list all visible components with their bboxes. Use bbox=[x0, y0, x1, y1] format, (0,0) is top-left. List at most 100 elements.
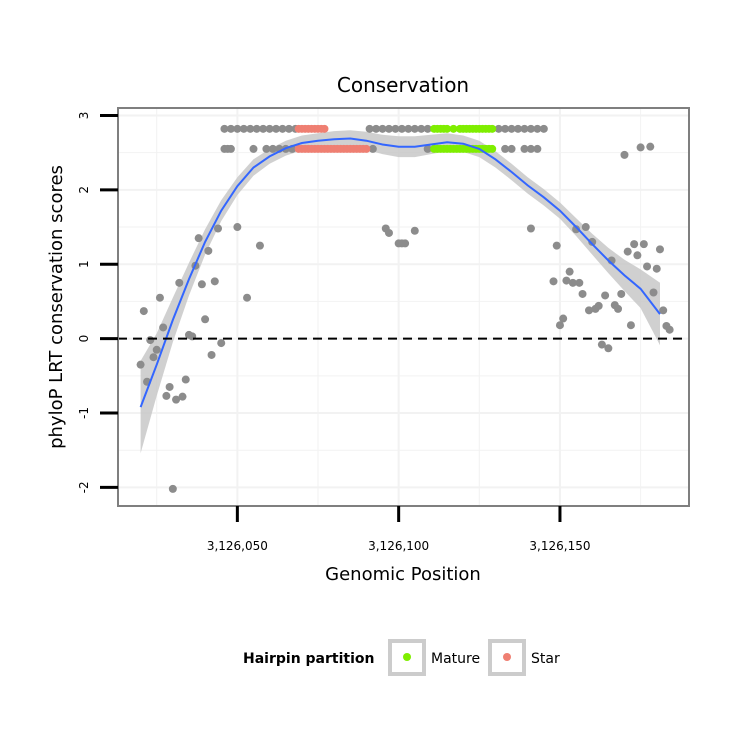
data-point-other bbox=[639, 240, 648, 249]
data-point-other bbox=[575, 278, 584, 287]
y-tick-label: 0 bbox=[77, 335, 91, 343]
grid-lines bbox=[118, 108, 689, 506]
data-point-other bbox=[659, 306, 668, 315]
data-point-other bbox=[630, 240, 639, 249]
data-point-other bbox=[220, 124, 229, 133]
data-point-other bbox=[404, 124, 413, 133]
data-point-other bbox=[384, 228, 393, 237]
data-point-other bbox=[526, 224, 535, 233]
y-tick-label: 1 bbox=[77, 260, 91, 268]
data-point-other bbox=[226, 144, 235, 153]
y-tick-label: -2 bbox=[77, 481, 91, 493]
data-point-other bbox=[204, 246, 213, 255]
data-point-other bbox=[549, 277, 558, 286]
data-point-other bbox=[655, 245, 664, 254]
data-point-other bbox=[372, 124, 381, 133]
legend-swatch-star bbox=[503, 653, 511, 661]
data-point-other bbox=[243, 293, 252, 302]
x-axis-title: Genomic Position bbox=[325, 564, 481, 585]
data-point-other bbox=[568, 278, 577, 287]
data-point-other bbox=[539, 124, 548, 133]
data-point-other bbox=[626, 321, 635, 330]
data-point-other bbox=[268, 144, 277, 153]
y-axis-title: phyloP LRT conservation scores bbox=[46, 165, 67, 449]
data-point-other bbox=[226, 124, 235, 133]
data-point-mature bbox=[449, 124, 458, 133]
data-point-other bbox=[410, 124, 419, 133]
data-point-other bbox=[507, 124, 516, 133]
data-point-other bbox=[562, 276, 571, 285]
y-tick-label: 3 bbox=[77, 112, 91, 120]
data-point-other bbox=[578, 289, 587, 298]
data-point-mature bbox=[443, 124, 452, 133]
data-point-other bbox=[643, 262, 652, 271]
data-point-other bbox=[520, 144, 529, 153]
data-point-other bbox=[272, 124, 281, 133]
data-point-other bbox=[636, 143, 645, 152]
data-point-other bbox=[384, 124, 393, 133]
panel-border bbox=[117, 107, 690, 507]
data-point-other bbox=[155, 293, 164, 302]
data-point-other bbox=[168, 484, 177, 493]
data-point-other bbox=[555, 321, 564, 330]
data-point-star bbox=[362, 144, 371, 153]
data-point-other bbox=[401, 239, 410, 248]
data-point-other bbox=[259, 124, 268, 133]
data-point-other bbox=[594, 301, 603, 310]
data-point-other bbox=[614, 304, 623, 313]
data-point-other bbox=[239, 124, 248, 133]
data-point-other bbox=[246, 124, 255, 133]
legend-label-star: Star bbox=[531, 651, 560, 667]
data-point-other bbox=[410, 226, 419, 235]
data-point-other bbox=[501, 144, 510, 153]
data-point-other bbox=[520, 124, 529, 133]
x-tick-label: 3,126,050 bbox=[207, 539, 268, 553]
data-point-other bbox=[233, 223, 242, 232]
data-point-other bbox=[646, 142, 655, 151]
data-point-other bbox=[201, 315, 210, 324]
legend-item-mature: Mature bbox=[388, 639, 480, 676]
data-point-other bbox=[149, 353, 158, 362]
data-point-other bbox=[533, 144, 542, 153]
y-axis: -2 -1 0 1 2 3 bbox=[77, 112, 118, 493]
data-point-other bbox=[526, 124, 535, 133]
data-point-other bbox=[252, 124, 261, 133]
data-point-other bbox=[178, 392, 187, 401]
data-point-other bbox=[649, 288, 658, 297]
data-point-other bbox=[159, 323, 168, 332]
data-point-other bbox=[652, 264, 661, 273]
legend-label-mature: Mature bbox=[431, 651, 480, 667]
data-point-mature bbox=[488, 124, 497, 133]
data-point-other bbox=[620, 150, 629, 159]
data-point-mature bbox=[488, 144, 497, 153]
data-point-other bbox=[507, 144, 516, 153]
data-point-other bbox=[417, 124, 426, 133]
data-point-other bbox=[214, 224, 223, 233]
legend-item-star: Star bbox=[488, 639, 560, 676]
data-point-other bbox=[284, 124, 293, 133]
legend-title: Hairpin partition bbox=[243, 651, 374, 667]
data-point-other bbox=[146, 336, 155, 345]
x-tick-label: 3,126,150 bbox=[529, 539, 590, 553]
y-tick-label: 2 bbox=[77, 186, 91, 194]
y-tick-label: -1 bbox=[77, 407, 91, 419]
data-point-other bbox=[197, 280, 206, 289]
data-point-other bbox=[604, 344, 613, 353]
data-point-other bbox=[584, 306, 593, 315]
data-point-other bbox=[139, 307, 148, 316]
data-point-other bbox=[565, 267, 574, 276]
data-point-other bbox=[255, 241, 264, 250]
data-point-other bbox=[217, 339, 226, 348]
data-point-other bbox=[265, 124, 274, 133]
data-point-other bbox=[552, 241, 561, 250]
data-point-other bbox=[588, 237, 597, 246]
data-point-other bbox=[533, 124, 542, 133]
data-point-other bbox=[278, 124, 287, 133]
data-point-other bbox=[581, 223, 590, 232]
data-point-other bbox=[494, 124, 503, 133]
data-point-other bbox=[423, 144, 432, 153]
data-point-other bbox=[233, 124, 242, 133]
data-point-other bbox=[172, 395, 181, 404]
data-point-other bbox=[597, 340, 606, 349]
